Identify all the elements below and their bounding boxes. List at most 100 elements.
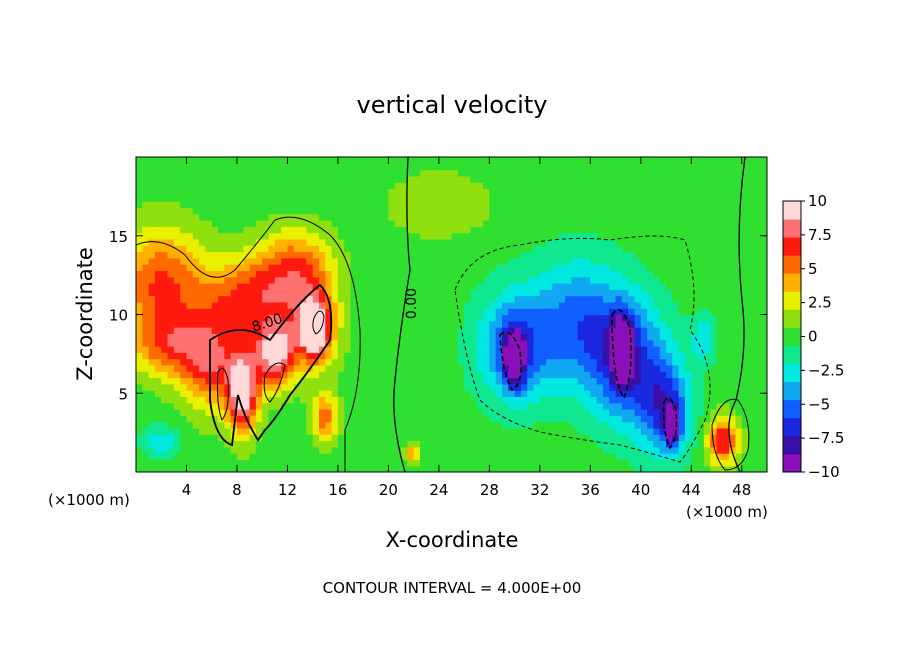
heatmap-cell xyxy=(186,364,194,372)
heatmap-cell xyxy=(445,182,453,190)
heatmap-cell xyxy=(407,295,415,303)
heatmap-cell xyxy=(684,257,692,265)
heatmap-cell xyxy=(154,308,162,316)
heatmap-cell xyxy=(205,383,213,391)
heatmap-cell xyxy=(514,251,522,259)
heatmap-cell xyxy=(268,402,276,410)
heatmap-cell xyxy=(255,415,263,423)
heatmap-cell xyxy=(729,415,737,423)
heatmap-cell xyxy=(432,289,440,297)
heatmap-cell xyxy=(224,358,232,366)
heatmap-cell xyxy=(375,453,383,460)
heatmap-cell xyxy=(691,201,699,208)
heatmap-cell xyxy=(590,226,598,234)
heatmap-cell xyxy=(375,352,383,360)
heatmap-cell xyxy=(274,377,282,385)
heatmap-cell xyxy=(325,402,333,410)
heatmap-cell xyxy=(760,220,767,227)
heatmap-cell xyxy=(432,427,440,435)
heatmap-cell xyxy=(741,257,749,265)
heatmap-cell xyxy=(249,415,257,423)
heatmap-cell xyxy=(659,270,667,278)
heatmap-cell xyxy=(628,157,636,164)
heatmap-cell xyxy=(464,377,472,385)
heatmap-cell xyxy=(337,157,345,164)
heatmap-cell xyxy=(262,251,270,259)
heatmap-cell xyxy=(255,465,263,472)
heatmap-cell xyxy=(596,339,604,347)
heatmap-cell xyxy=(470,289,478,297)
heatmap-cell xyxy=(255,314,263,322)
heatmap-cell xyxy=(729,346,737,353)
heatmap-cell xyxy=(161,201,169,208)
heatmap-cell xyxy=(514,346,522,353)
heatmap-cell xyxy=(514,257,522,265)
heatmap-cell xyxy=(476,358,484,366)
heatmap-cell xyxy=(653,251,661,259)
heatmap-cell xyxy=(407,182,415,190)
heatmap-cell xyxy=(659,276,667,284)
heatmap-cell xyxy=(501,320,509,328)
heatmap-cell xyxy=(375,390,383,397)
heatmap-cell xyxy=(754,427,762,435)
heatmap-cell xyxy=(236,396,244,404)
heatmap-cell xyxy=(419,276,427,284)
heatmap-cell xyxy=(571,295,579,303)
heatmap-cell xyxy=(350,402,358,410)
heatmap-cell xyxy=(287,182,295,190)
heatmap-cell xyxy=(678,409,686,416)
heatmap-cell xyxy=(363,383,371,391)
heatmap-cell xyxy=(388,327,396,334)
heatmap-cell xyxy=(192,358,200,366)
heatmap-cell xyxy=(262,358,270,366)
heatmap-cell xyxy=(533,245,541,253)
heatmap-cell xyxy=(154,364,162,372)
heatmap-cell xyxy=(148,421,156,429)
heatmap-cell xyxy=(312,163,320,171)
heatmap-cell xyxy=(300,459,307,467)
heatmap-cell xyxy=(312,226,320,234)
heatmap-cell xyxy=(293,314,301,322)
heatmap-cell xyxy=(382,276,389,284)
heatmap-cell xyxy=(325,327,333,334)
heatmap-cell xyxy=(432,333,440,341)
heatmap-cell xyxy=(287,163,295,171)
heatmap-cell xyxy=(432,169,440,177)
heatmap-cell xyxy=(684,346,692,353)
heatmap-cell xyxy=(142,182,150,190)
heatmap-cell xyxy=(413,308,421,316)
heatmap-cell xyxy=(331,194,339,202)
heatmap-cell xyxy=(748,320,755,328)
heatmap-cell xyxy=(615,421,623,429)
heatmap-cell xyxy=(192,207,200,215)
heatmap-cell xyxy=(262,301,270,309)
heatmap-cell xyxy=(218,201,225,208)
heatmap-cell xyxy=(451,194,459,202)
heatmap-cell xyxy=(224,390,232,397)
heatmap-cell xyxy=(558,459,566,467)
heatmap-cell xyxy=(211,257,219,265)
heatmap-cell xyxy=(501,459,509,467)
heatmap-cell xyxy=(577,175,585,183)
heatmap-cell xyxy=(363,220,371,227)
heatmap-cell xyxy=(413,245,421,253)
heatmap-cell xyxy=(501,314,509,322)
heatmap-cell xyxy=(760,383,767,391)
heatmap-cell xyxy=(243,251,251,259)
heatmap-cell xyxy=(268,377,276,385)
heatmap-cell xyxy=(565,295,572,303)
heatmap-cell xyxy=(148,257,156,265)
heatmap-cell xyxy=(571,238,579,246)
heatmap-cell xyxy=(527,257,535,265)
heatmap-cell xyxy=(192,346,200,353)
heatmap-cell xyxy=(520,327,528,334)
heatmap-cell xyxy=(748,409,755,416)
heatmap-cell xyxy=(419,163,427,171)
heatmap-cell xyxy=(672,409,680,416)
heatmap-cell xyxy=(476,207,484,215)
heatmap-cell xyxy=(325,415,333,423)
heatmap-cell xyxy=(678,245,686,253)
heatmap-cell xyxy=(577,415,585,423)
heatmap-cell xyxy=(464,169,472,177)
heatmap-cell xyxy=(464,415,472,423)
